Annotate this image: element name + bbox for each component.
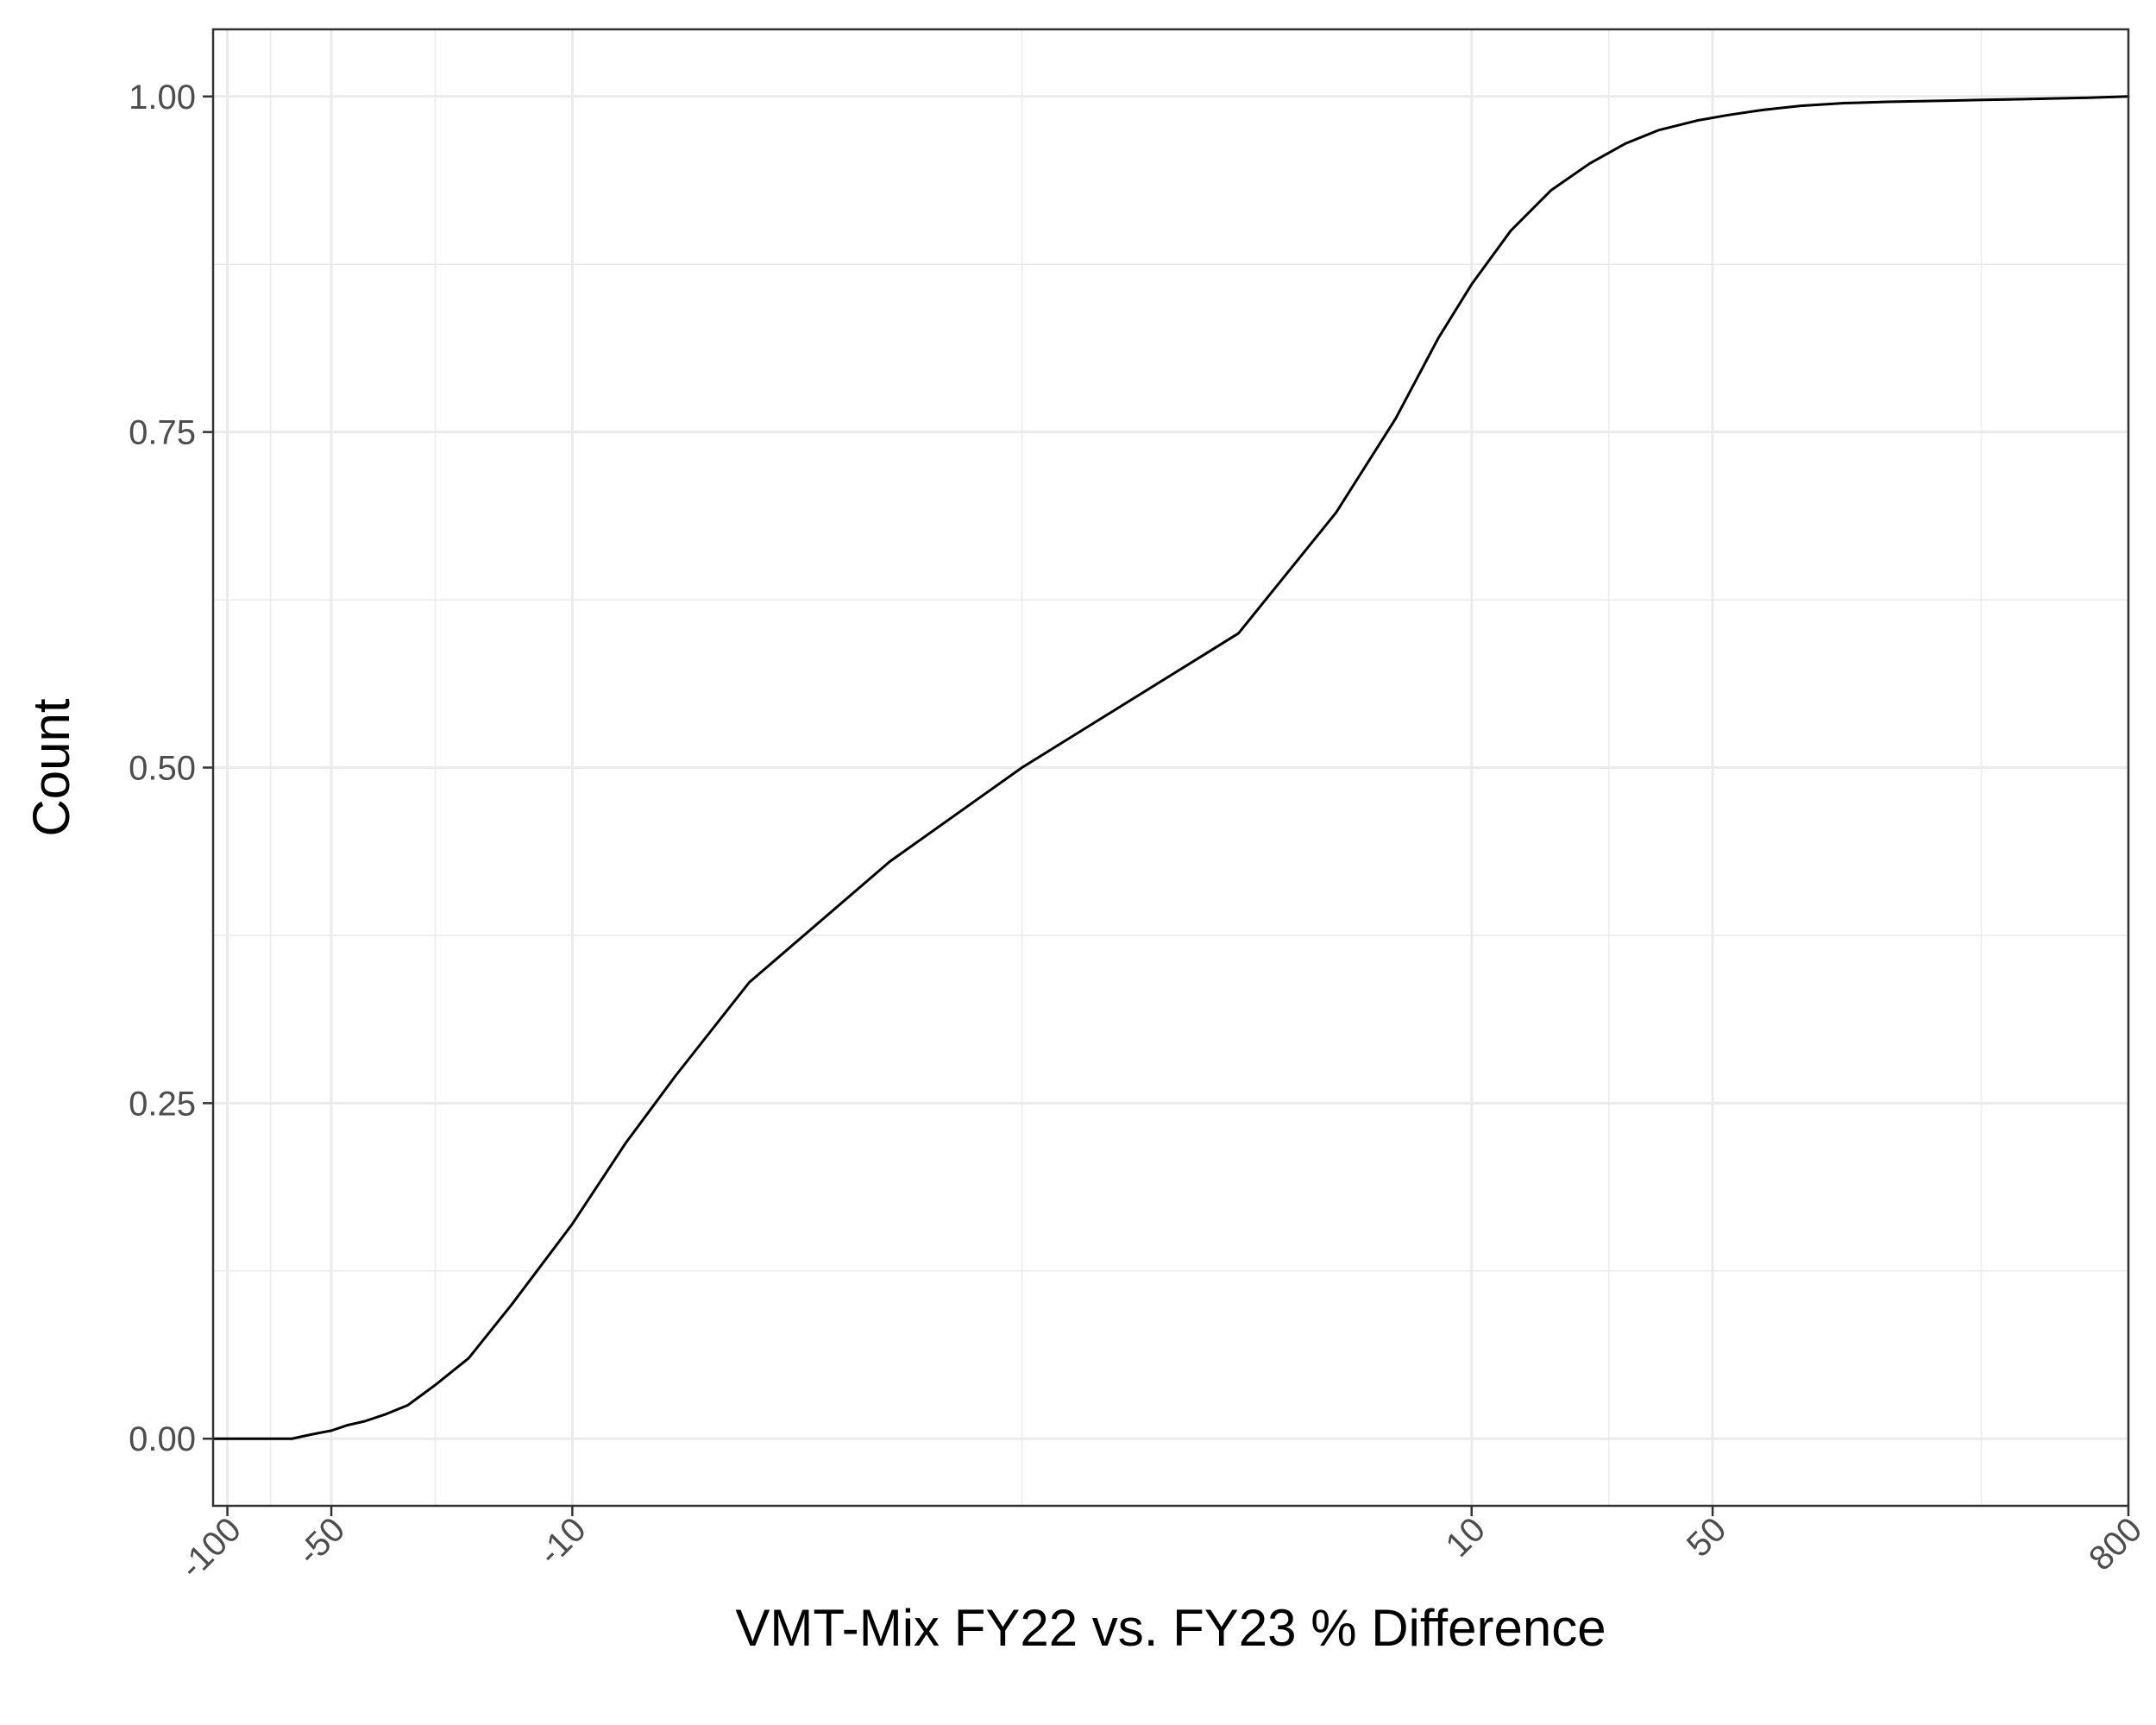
- y-tick-label: 0.25: [129, 1085, 196, 1123]
- y-axis: 0.00 0.25 0.50 0.75 1.00: [129, 79, 213, 1458]
- y-tick-label: 0.75: [129, 414, 196, 452]
- ecdf-line: [211, 95, 2130, 1440]
- y-tick-label: 0.00: [129, 1420, 196, 1458]
- major-gridlines: [213, 29, 2130, 1506]
- y-axis-title: Count: [22, 698, 80, 836]
- series-layer: [211, 95, 2130, 1440]
- x-axis-title: VMT-Mix FY22 vs. FY23 % Difference: [735, 1599, 1606, 1657]
- y-tick-label: 0.50: [129, 750, 196, 788]
- y-tick-label: 1.00: [129, 79, 196, 116]
